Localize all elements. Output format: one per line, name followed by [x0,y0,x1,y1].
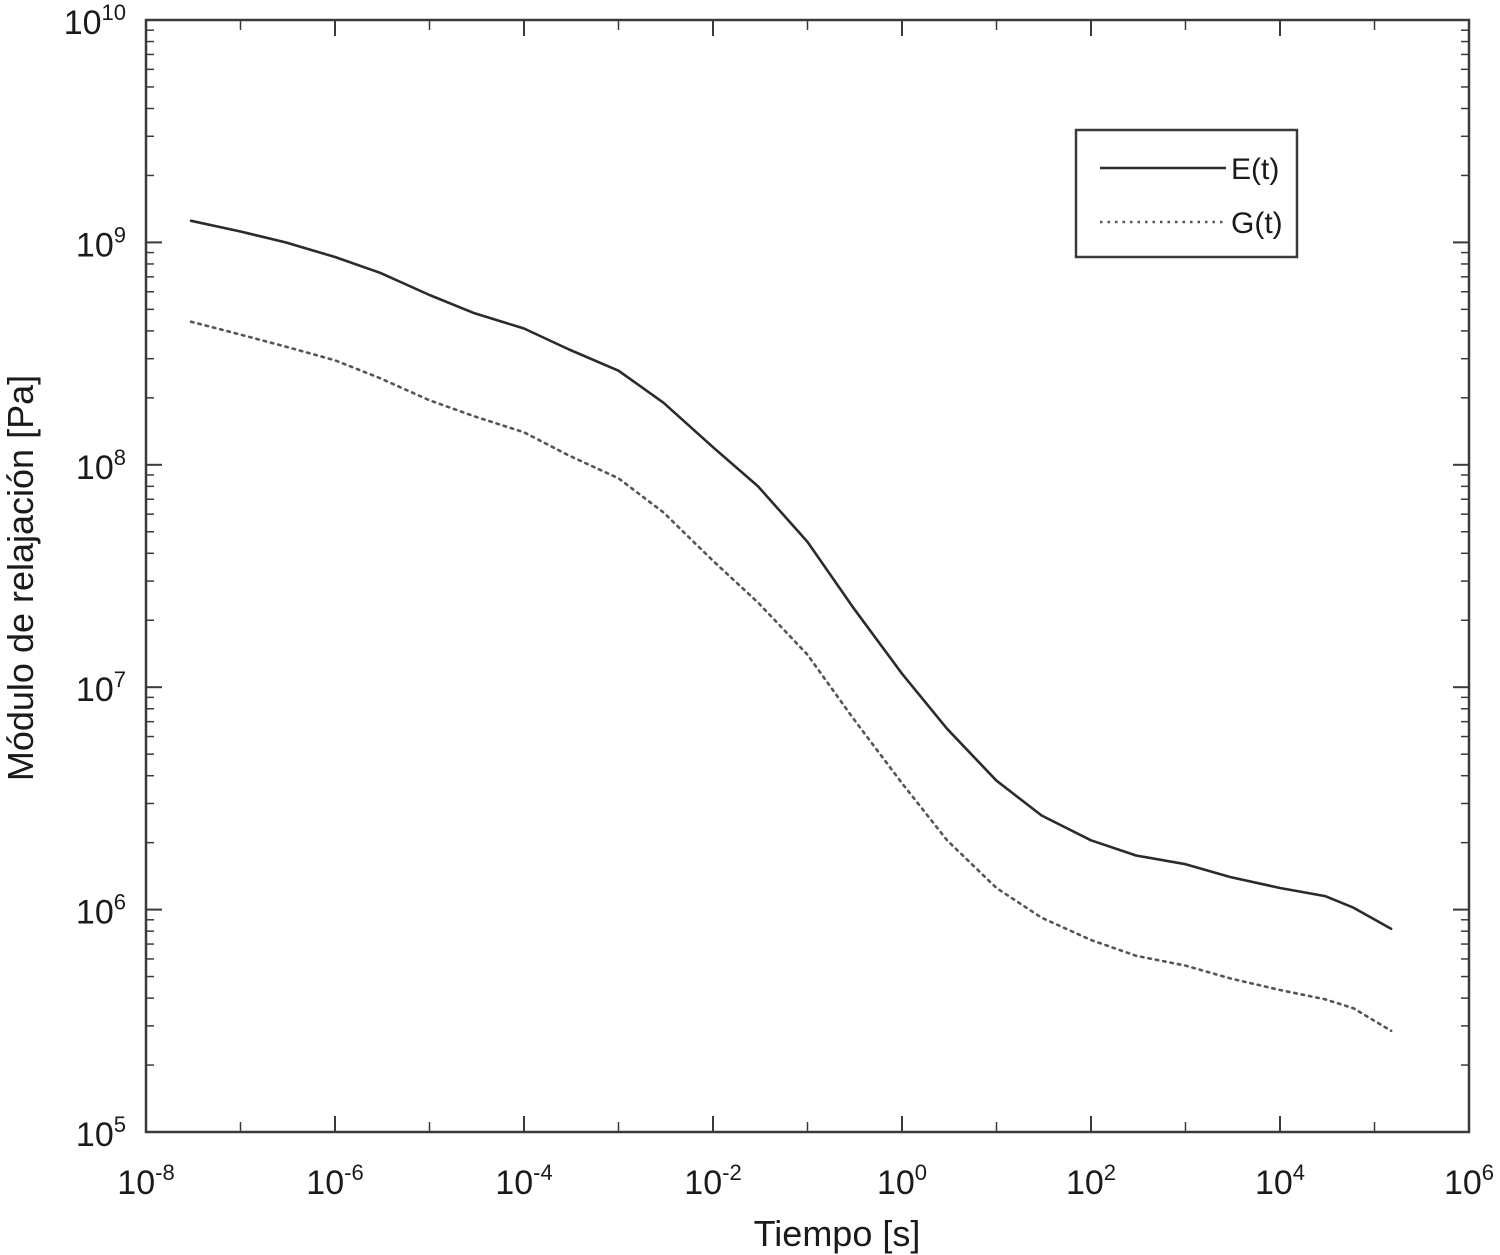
minor-ticks [146,20,1469,1132]
x-axis-label: Tiempo [s] [754,1213,921,1254]
x-tick-label: 104 [1255,1160,1305,1202]
x-tick-label: 10-2 [684,1160,741,1202]
legend-label-g: G(t) [1231,207,1283,240]
y-tick-label: 106 [76,890,126,932]
y-axis-label: Módulo de relajación [Pa] [0,375,41,781]
y-tick-label: 108 [76,445,126,487]
x-tick-label: 106 [1444,1160,1494,1202]
y-tick-label: 109 [76,222,126,264]
x-tick-label: 100 [877,1160,927,1202]
y-tick-label: 107 [76,667,126,709]
legend: E(t) G(t) [1074,128,1299,259]
x-tick-label: 10-4 [495,1160,552,1202]
x-tick-label: 10-6 [306,1160,363,1202]
x-tick-label: 102 [1066,1160,1116,1202]
series-line-e [189,219,1393,931]
series-lines [189,219,1393,1033]
legend-box [1074,128,1299,259]
major-ticks [145,19,1470,1133]
x-tick-label: 10-8 [117,1160,174,1202]
x-tick-labels: 10-8 10-6 10-4 10-2 100 102 104 106 [117,1160,1494,1202]
legend-label-e: E(t) [1231,153,1279,186]
y-tick-label: 105 [76,1112,126,1154]
series-line-g [189,320,1393,1033]
y-tick-labels: 105 106 107 108 109 1010 [64,0,126,1154]
y-tick-label: 1010 [64,0,126,42]
